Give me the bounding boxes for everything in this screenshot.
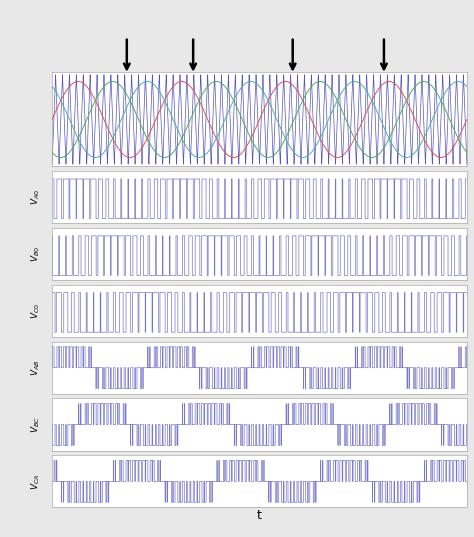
Y-axis label: $V_{AB}$: $V_{AB}$ — [29, 359, 42, 376]
Y-axis label: $V_{B0}$: $V_{B0}$ — [29, 246, 42, 262]
Y-axis label: $V_{C0}$: $V_{C0}$ — [29, 303, 42, 319]
X-axis label: t: t — [257, 509, 262, 522]
Y-axis label: $V_{CA}$: $V_{CA}$ — [29, 473, 42, 490]
Y-axis label: $V_{BC}$: $V_{BC}$ — [29, 416, 42, 433]
Y-axis label: $V_{A0}$: $V_{A0}$ — [29, 189, 42, 205]
